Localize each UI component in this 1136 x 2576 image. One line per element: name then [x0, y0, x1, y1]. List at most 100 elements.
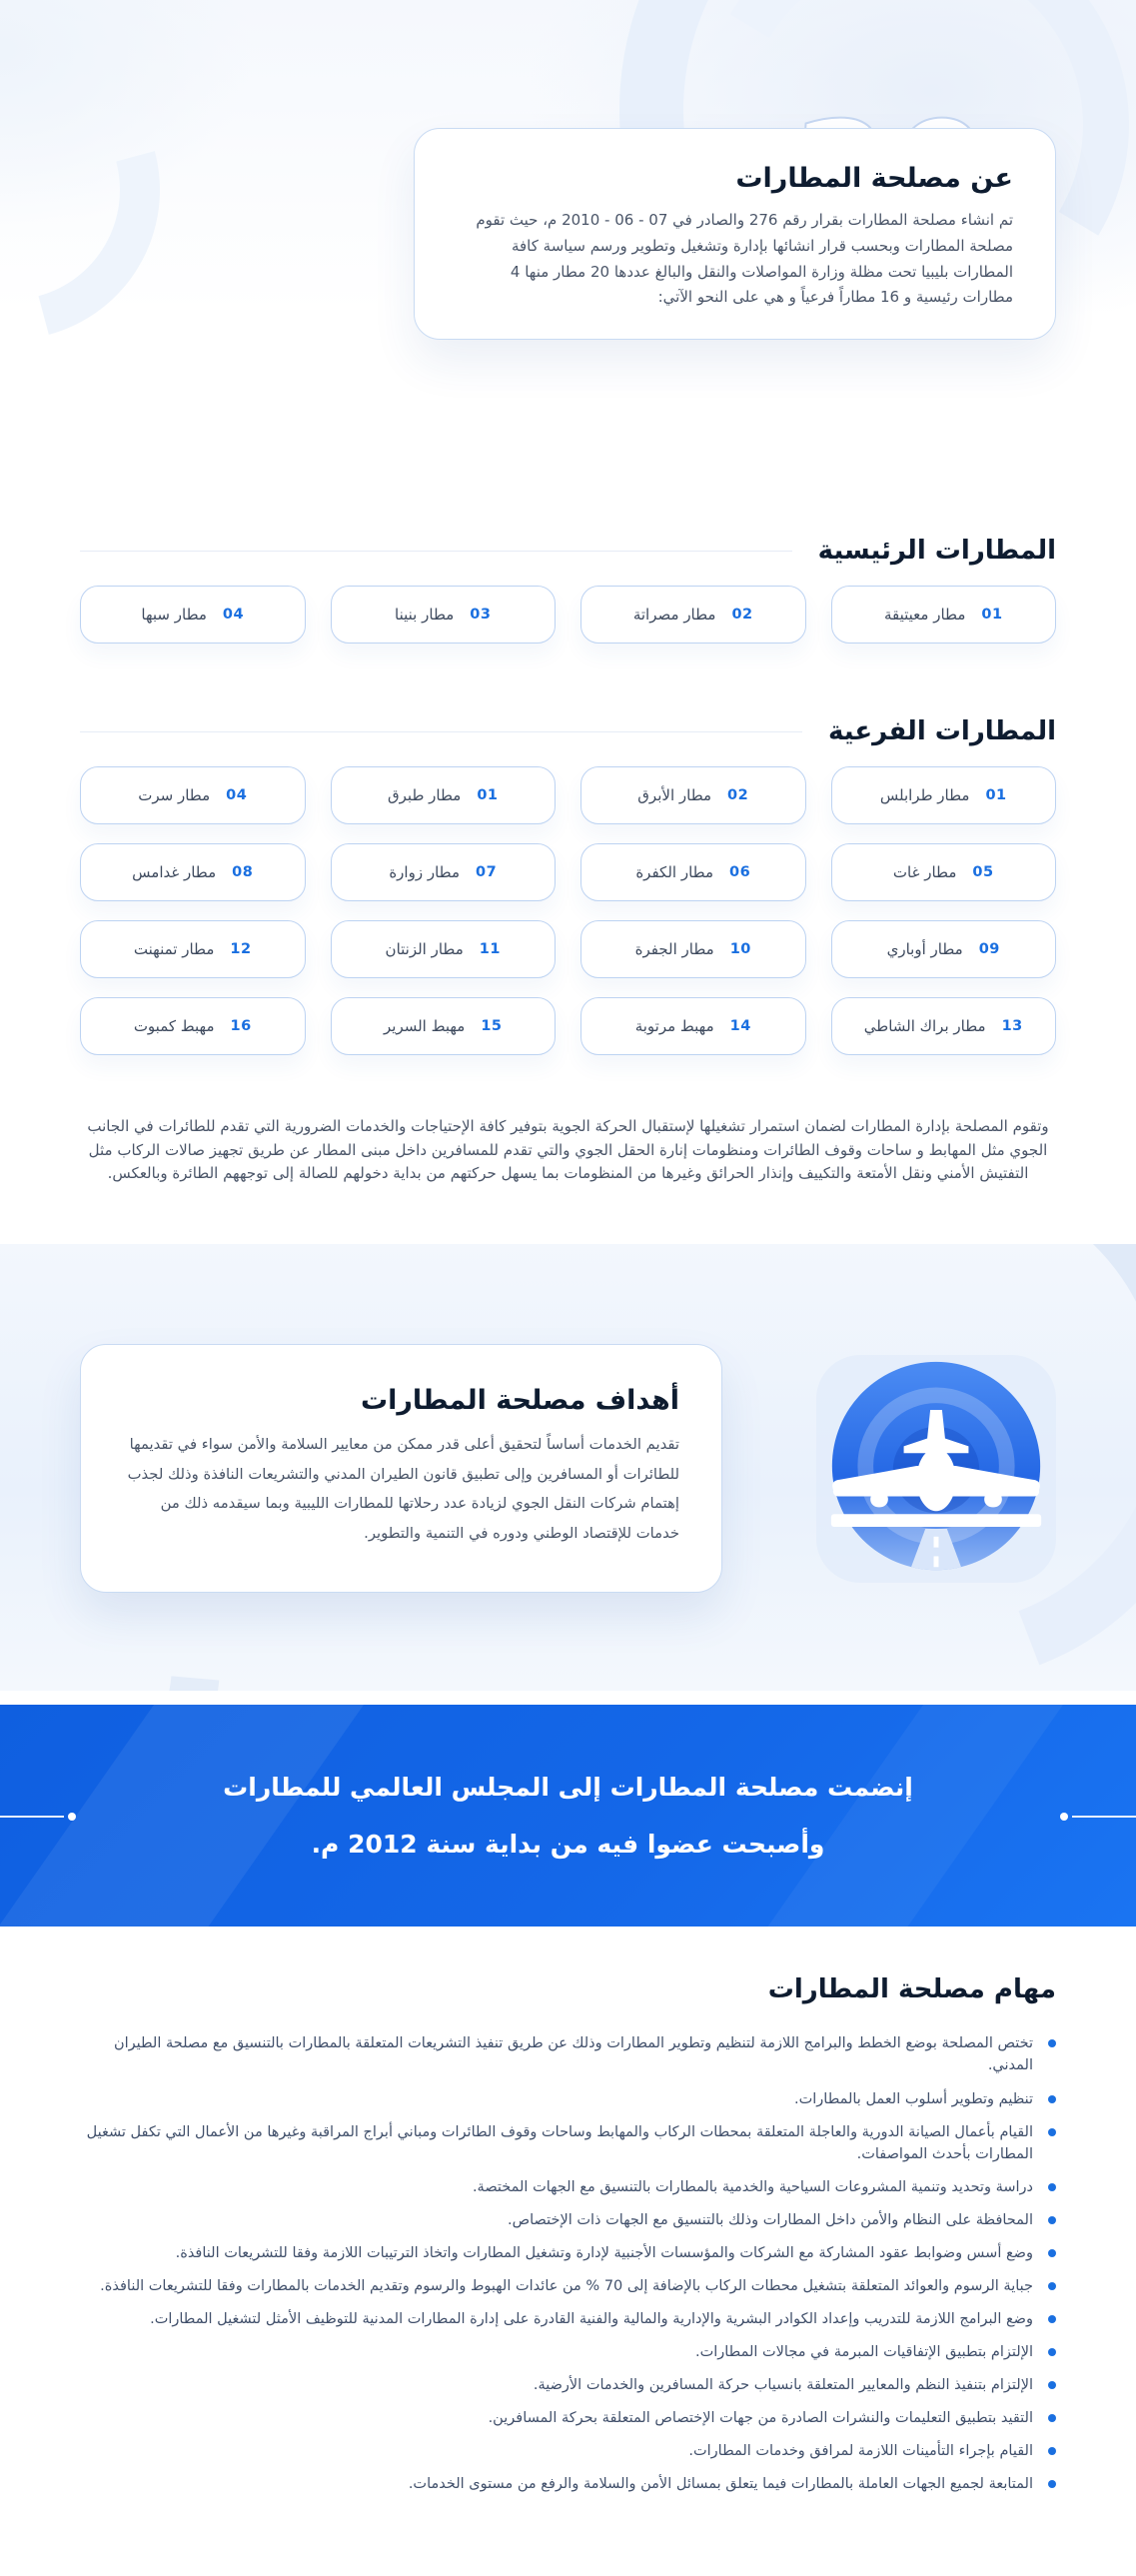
about-card: عن مصلحة المطارات تم انشاء مصلحة المطارا…: [414, 128, 1056, 341]
airport-card[interactable]: 01 مطار طبرق: [330, 766, 556, 824]
list-item: الإلتزام بتطبيق الإتفاقيات المبرمة في مج…: [80, 2341, 1056, 2363]
airport-card-mitiga[interactable]: 01 مطار معيتيقة: [830, 586, 1056, 644]
task-text: التقيد بتطبيق التعليمات والنشرات الصادرة…: [488, 2409, 1033, 2426]
airport-number: 08: [232, 864, 254, 880]
airport-card[interactable]: 08 مطار غدامس: [80, 843, 306, 901]
airport-number: 02: [727, 787, 749, 803]
airport-name: مطار الزنتان: [385, 940, 464, 958]
airport-number: 10: [729, 941, 751, 957]
task-text: القيام بأعمال الصيانة الدورية والعاجلة ا…: [86, 2123, 1033, 2162]
task-text: جباية الرسوم والعوائد المتعلقة بتشغيل مح…: [100, 2277, 1033, 2294]
banner-line-dot-right: [1060, 1813, 1136, 1822]
bullet-icon: [1048, 2094, 1056, 2103]
list-item: دراسة وتحديد وتنمية المشروعات السياحية و…: [80, 2176, 1056, 2198]
goals-card: أهداف مصلحة المطارات تقديم الخدمات أساسا…: [80, 1344, 722, 1594]
list-item: وضع البرامج اللازمة للتدريب وإعداد الكوا…: [80, 2308, 1056, 2330]
task-text: وضع أسس وضوابط عقود المشاركة مع الشركات …: [175, 2244, 1033, 2261]
airport-card[interactable]: 05 مطار غات: [830, 843, 1056, 901]
airport-name: مطار أوباري: [886, 940, 963, 958]
task-text: الإلتزام بتنفيذ النظم والمعايير المتعلقة…: [533, 2376, 1033, 2393]
membership-banner: إنضمت مصلحة المطارات إلى المجلس العالمي …: [0, 1705, 1136, 1928]
bullet-icon: [1048, 2281, 1056, 2290]
bullet-icon: [1048, 2248, 1056, 2257]
airport-name: مهبط مرتوبة: [634, 1017, 714, 1035]
airport-number: 07: [476, 864, 498, 880]
divider-line: [80, 550, 792, 552]
banner-line-dot-left: [0, 1813, 76, 1822]
banner-text-line2: وأصبحت عضوا فيه من بداية سنة 2012 م.: [311, 1830, 825, 1860]
bullet-icon: [1048, 2413, 1056, 2422]
sub-airports-section: المطارات الفرعية 01 مطار طرابلس 02 مطار …: [0, 716, 1136, 1055]
goals-body: تقديم الخدمات أساساً لتحقيق أعلى قدر ممك…: [127, 1436, 679, 1542]
bullet-icon: [1048, 2039, 1056, 2048]
airport-number: 01: [985, 787, 1007, 803]
airport-card[interactable]: 06 مطار الكفرة: [580, 843, 806, 901]
list-item: تختص المصلحة بوضع الخطط والبرامج اللازمة…: [80, 2032, 1056, 2076]
airport-name: مهبط السرير: [384, 1017, 466, 1035]
about-title: عن مصلحة المطارات: [735, 163, 1013, 194]
airports-authority-logo: [816, 1354, 1056, 1583]
list-item: القيام بأعمال الصيانة الدورية والعاجلة ا…: [80, 2121, 1056, 2165]
airplane-runway-icon: [830, 1361, 1042, 1570]
airport-card-misrata[interactable]: 02 مطار مصراتة: [580, 586, 806, 644]
airport-card[interactable]: 10 مطار الجفرة: [580, 920, 806, 978]
tasks-list: تختص المصلحة بوضع الخطط والبرامج اللازمة…: [80, 2032, 1056, 2494]
airport-card[interactable]: 12 مطار تمنهنت: [80, 920, 306, 978]
airport-number: 16: [230, 1018, 252, 1034]
list-item: الإلتزام بتنفيذ النظم والمعايير المتعلقة…: [80, 2374, 1056, 2396]
airport-name: مطار معيتيقة: [883, 606, 966, 624]
airport-name: مهبط كمبوت: [133, 1017, 215, 1035]
airport-card[interactable]: 01 مطار طرابلس: [830, 766, 1056, 824]
list-item: جباية الرسوم والعوائد المتعلقة بتشغيل مح…: [80, 2275, 1056, 2297]
airport-card-benina[interactable]: 03 مطار بنينا: [330, 586, 556, 644]
airport-name: مطار الجفرة: [634, 940, 714, 958]
airport-name: مطار بنينا: [395, 606, 455, 624]
airport-card[interactable]: 16 مهبط كمبوت: [80, 997, 306, 1055]
bullet-icon: [1048, 2380, 1056, 2389]
airport-card[interactable]: 04 مطار سرت: [80, 766, 306, 824]
airport-card[interactable]: 11 مطار الزنتان: [330, 920, 556, 978]
task-text: المحافظة على النظام والأمن داخل المطارات…: [508, 2211, 1033, 2228]
airport-name: مطار براك الشاطي: [863, 1017, 986, 1035]
goals-section: أهداف مصلحة المطارات تقديم الخدمات أساسا…: [0, 1244, 1136, 1692]
divider-line: [80, 730, 803, 732]
airport-number: 04: [222, 607, 245, 623]
banner-text-line1: إنضمت مصلحة المطارات إلى المجلس العالمي …: [223, 1772, 913, 1802]
airport-card[interactable]: 07 مطار زوارة: [330, 843, 556, 901]
airport-number: 15: [481, 1018, 503, 1034]
airport-number: 12: [230, 941, 252, 957]
sub-airports-header: المطارات الفرعية: [80, 716, 1056, 746]
main-airports-grid: 01 مطار معيتيقة 02 مطار مصراتة 03 مطار ب…: [80, 586, 1056, 644]
about-section: 20 10 عن مصلحة المطارات تم انشاء مصلحة ا…: [0, 0, 1136, 505]
airport-name: مطار غدامس: [132, 863, 217, 881]
tasks-title: مهام مصلحة المطارات: [767, 1974, 1056, 2005]
airport-card[interactable]: 02 مطار الأبرق: [580, 766, 806, 824]
airport-card[interactable]: 14 مهبط مرتوبة: [580, 997, 806, 1055]
airport-name: مطار غات: [892, 863, 957, 881]
airport-number: 05: [972, 864, 994, 880]
operations-paragraph: وتقوم المصلحة بإدارة المطارات لضمان استم…: [87, 1117, 1049, 1183]
airport-card[interactable]: 09 مطار أوباري: [830, 920, 1056, 978]
list-item: التقيد بتطبيق التعليمات والنشرات الصادرة…: [80, 2407, 1056, 2429]
goals-title: أهداف مصلحة المطارات: [360, 1385, 679, 1417]
bullet-icon: [1048, 2127, 1056, 2136]
airport-card[interactable]: 15 مهبط السرير: [330, 997, 556, 1055]
bullet-icon: [1048, 2479, 1056, 2488]
swirl-decoration: [0, 0, 215, 395]
airport-name: مطار تمنهنت: [133, 940, 215, 958]
sub-airports-title: المطارات الفرعية: [828, 716, 1056, 746]
tasks-section: مهام مصلحة المطارات تختص المصلحة بوضع ال…: [0, 1927, 1136, 2575]
airport-card[interactable]: 13 مطار براك الشاطي: [830, 997, 1056, 1055]
airport-number: 13: [1001, 1018, 1023, 1034]
list-item: المتابعة لجميع الجهات العاملة بالمطارات …: [80, 2473, 1056, 2495]
main-airports-title: المطارات الرئيسية: [817, 536, 1056, 566]
about-body: تم انشاء مصلحة المطارات بقرار رقم 276 وا…: [476, 211, 1013, 307]
task-text: القيام بإجراء التأمينات اللازمة لمرافق و…: [688, 2442, 1033, 2459]
airport-name: مطار الكفرة: [635, 863, 713, 881]
airport-name: مطار زوارة: [389, 863, 460, 881]
airport-card-sebha[interactable]: 04 مطار سبها: [80, 586, 306, 644]
task-text: دراسة وتحديد وتنمية المشروعات السياحية و…: [472, 2178, 1033, 2195]
bullet-icon: [1048, 2446, 1056, 2455]
airport-name: مطار سبها: [141, 606, 207, 624]
